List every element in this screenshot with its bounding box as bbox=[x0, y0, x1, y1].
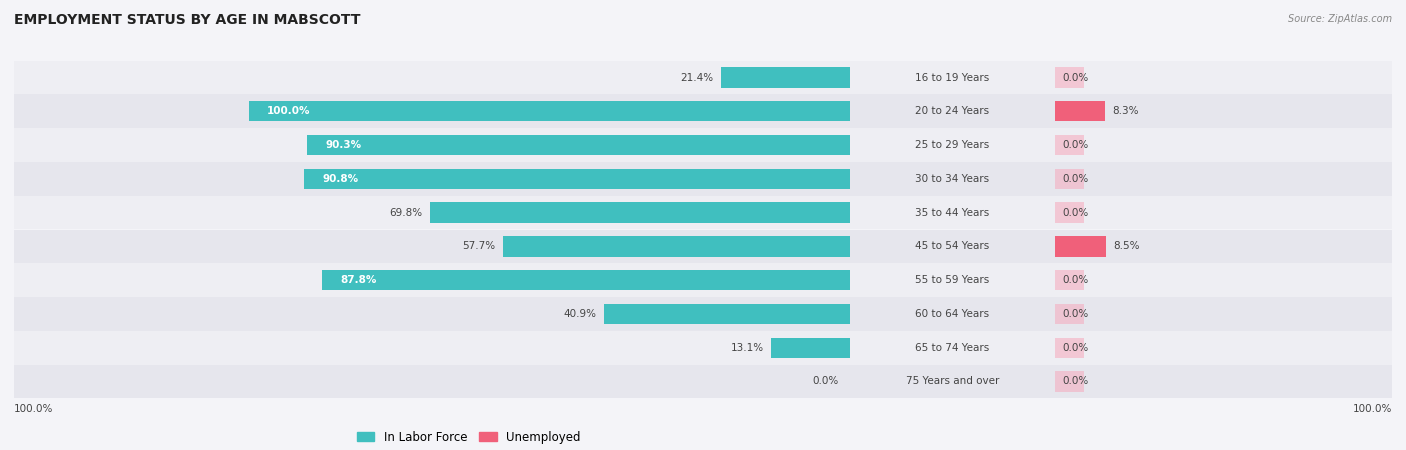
Bar bbox=[503, 236, 849, 256]
Bar bbox=[0, 128, 1406, 162]
Bar bbox=[249, 101, 849, 122]
Text: 100.0%: 100.0% bbox=[1353, 404, 1392, 414]
Text: 57.7%: 57.7% bbox=[463, 241, 495, 252]
Bar bbox=[430, 202, 849, 223]
Bar bbox=[1054, 169, 1084, 189]
Text: 90.3%: 90.3% bbox=[325, 140, 361, 150]
Text: 0.0%: 0.0% bbox=[1062, 309, 1088, 319]
Text: 75 Years and over: 75 Years and over bbox=[905, 376, 998, 387]
Text: 0.0%: 0.0% bbox=[1062, 207, 1088, 218]
Bar bbox=[0, 196, 1406, 230]
Text: 20 to 24 Years: 20 to 24 Years bbox=[915, 106, 990, 117]
Legend: In Labor Force, Unemployed: In Labor Force, Unemployed bbox=[352, 426, 585, 448]
Bar bbox=[1054, 304, 1084, 324]
Text: 25 to 29 Years: 25 to 29 Years bbox=[915, 140, 990, 150]
Text: 0.0%: 0.0% bbox=[1062, 174, 1088, 184]
Bar bbox=[1054, 68, 1084, 88]
Text: 60 to 64 Years: 60 to 64 Years bbox=[915, 309, 990, 319]
Text: 45 to 54 Years: 45 to 54 Years bbox=[915, 241, 990, 252]
Bar bbox=[322, 270, 849, 290]
Text: 21.4%: 21.4% bbox=[681, 72, 714, 83]
Text: 8.3%: 8.3% bbox=[1112, 106, 1139, 117]
Text: 0.0%: 0.0% bbox=[1062, 275, 1088, 285]
Text: 35 to 44 Years: 35 to 44 Years bbox=[915, 207, 990, 218]
Bar bbox=[1054, 338, 1084, 358]
Bar bbox=[1054, 202, 1084, 223]
Text: 0.0%: 0.0% bbox=[1062, 140, 1088, 150]
Bar bbox=[603, 304, 849, 324]
Bar bbox=[307, 135, 849, 155]
Text: 30 to 34 Years: 30 to 34 Years bbox=[915, 174, 990, 184]
Bar bbox=[1054, 135, 1084, 155]
Text: 13.1%: 13.1% bbox=[730, 342, 763, 353]
Text: 100.0%: 100.0% bbox=[267, 106, 311, 117]
Bar bbox=[1054, 101, 1105, 122]
Bar bbox=[721, 68, 849, 88]
Bar bbox=[1054, 236, 1107, 256]
Bar bbox=[0, 297, 1406, 331]
Bar bbox=[1054, 270, 1084, 290]
Bar bbox=[1054, 371, 1084, 392]
Text: 69.8%: 69.8% bbox=[389, 207, 423, 218]
Bar bbox=[0, 94, 1406, 128]
Bar bbox=[0, 230, 1406, 263]
Bar bbox=[0, 162, 1406, 196]
Text: EMPLOYMENT STATUS BY AGE IN MABSCOTT: EMPLOYMENT STATUS BY AGE IN MABSCOTT bbox=[14, 14, 360, 27]
Text: 65 to 74 Years: 65 to 74 Years bbox=[915, 342, 990, 353]
Bar bbox=[304, 169, 849, 189]
Text: 87.8%: 87.8% bbox=[340, 275, 377, 285]
Text: 0.0%: 0.0% bbox=[1062, 376, 1088, 387]
Text: 100.0%: 100.0% bbox=[14, 404, 53, 414]
Text: 40.9%: 40.9% bbox=[564, 309, 596, 319]
Bar bbox=[0, 331, 1406, 364]
Text: 0.0%: 0.0% bbox=[1062, 72, 1088, 83]
Bar bbox=[0, 61, 1406, 94]
Text: 55 to 59 Years: 55 to 59 Years bbox=[915, 275, 990, 285]
Text: 8.5%: 8.5% bbox=[1114, 241, 1140, 252]
Bar bbox=[770, 338, 849, 358]
Text: 0.0%: 0.0% bbox=[813, 376, 838, 387]
Text: 90.8%: 90.8% bbox=[322, 174, 359, 184]
Bar bbox=[0, 263, 1406, 297]
Text: 16 to 19 Years: 16 to 19 Years bbox=[915, 72, 990, 83]
Text: 0.0%: 0.0% bbox=[1062, 342, 1088, 353]
Bar bbox=[0, 364, 1406, 398]
Text: Source: ZipAtlas.com: Source: ZipAtlas.com bbox=[1288, 14, 1392, 23]
